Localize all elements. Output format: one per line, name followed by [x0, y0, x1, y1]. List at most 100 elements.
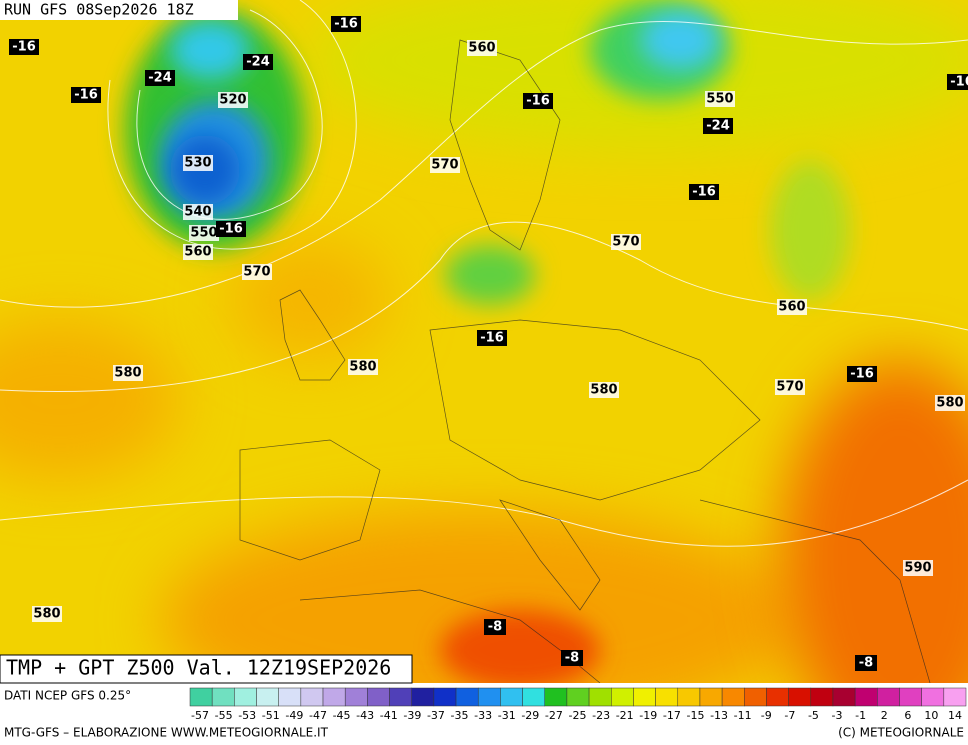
contour-label: -16 [480, 331, 504, 346]
color-swatch [522, 687, 545, 707]
color-bar-label: -13 [710, 709, 728, 722]
color-bar-label: -21 [616, 709, 634, 722]
color-bar-label: -55 [215, 709, 233, 722]
contour-label-bg [183, 244, 213, 260]
contour-label: -16 [12, 40, 36, 55]
contour-label: 550 [190, 226, 217, 241]
contour-label-bg [32, 606, 62, 622]
contour-label: -16 [692, 185, 716, 200]
contour-label-bg [145, 70, 175, 86]
contour-label-bg [467, 40, 497, 56]
color-swatch [211, 687, 235, 707]
contour-label-bg [847, 366, 877, 382]
color-bar-label: 6 [904, 709, 911, 722]
color-bar-label: -11 [734, 709, 752, 722]
color-swatch [367, 687, 390, 707]
color-swatch [810, 687, 834, 707]
contour-label-bg [242, 264, 272, 280]
contour-label: 550 [706, 92, 733, 107]
color-swatch [899, 687, 922, 707]
color-swatch [300, 687, 324, 707]
color-swatch [921, 687, 945, 707]
contour-label-bg [216, 221, 246, 237]
contour-label-bg [183, 155, 213, 171]
color-bar-label: -5 [808, 709, 819, 722]
color-swatch [477, 687, 501, 707]
contour-label: 520 [219, 93, 246, 108]
contour-label-bg [218, 92, 248, 108]
contour-label: 540 [184, 205, 211, 220]
color-bar-label: 14 [948, 709, 962, 722]
color-swatch [256, 687, 279, 707]
color-bar: -57 -55 -53 -51 -49 -47 -45 -43 -41 -39 -37 -35 -33-… [189, 687, 967, 722]
color-bar-label: -45 [333, 709, 351, 722]
color-bar-label: -47 [309, 709, 327, 722]
contour-label: -8 [488, 620, 502, 635]
color-bar-label: -1 [855, 709, 866, 722]
contour-label: 580 [114, 366, 141, 381]
contour-label: 560 [184, 245, 211, 260]
color-bar-label: -39 [403, 709, 421, 722]
color-swatch [278, 687, 302, 707]
color-swatch [633, 687, 656, 707]
color-bar-label: -35 [451, 709, 469, 722]
color-swatch [433, 687, 457, 707]
color-bar-label: -53 [238, 709, 256, 722]
contour-label-bg [589, 382, 619, 398]
contour-label-bg [183, 204, 213, 220]
contour-label: -8 [565, 651, 579, 666]
contour-label: -24 [706, 119, 730, 134]
contour-label-bg [703, 118, 733, 134]
color-bar-label: -37 [427, 709, 445, 722]
contour-label-bg [705, 91, 735, 107]
color-swatch [455, 687, 479, 707]
color-bar-label: -23 [592, 709, 610, 722]
contour-label: 580 [33, 607, 60, 622]
contour-label: 580 [936, 396, 963, 411]
color-swatch [544, 687, 568, 707]
color-swatch [322, 687, 346, 707]
color-swatch [744, 687, 767, 707]
contour-label: 580 [349, 360, 376, 375]
contour-label: 570 [243, 265, 270, 280]
contour-label: 580 [590, 383, 617, 398]
color-bar-label: -27 [545, 709, 563, 722]
contour-label: -16 [334, 17, 358, 32]
contour-label: -24 [246, 55, 270, 70]
contour-label-bg [523, 93, 553, 109]
contour-label-bg [561, 650, 583, 666]
color-bar-label: -9 [761, 709, 772, 722]
contour-label-bg [477, 330, 507, 346]
color-swatch [411, 687, 435, 707]
contour-label-bg [331, 16, 361, 32]
color-swatch [566, 687, 590, 707]
contour-label-bg [777, 299, 807, 315]
contour-label: 560 [468, 41, 495, 56]
color-swatch [788, 687, 812, 707]
run-label: RUN GFS 08Sep2026 18Z [4, 1, 194, 19]
contour-label: -16 [850, 367, 874, 382]
contour-label: -16 [526, 94, 550, 109]
contour-label: -16 [950, 75, 968, 90]
color-bar-label: -57 [191, 709, 209, 722]
color-swatch [234, 687, 257, 707]
contour-label: 530 [184, 156, 211, 171]
contour-label-bg [689, 184, 719, 200]
color-swatch [500, 687, 523, 707]
contour-label: -24 [148, 71, 172, 86]
color-bar-label: 10 [924, 709, 938, 722]
color-bar-label: -17 [663, 709, 681, 722]
contour-label-bg [113, 365, 143, 381]
color-bar-label: -51 [262, 709, 280, 722]
color-bar-label: -31 [498, 709, 516, 722]
color-swatch [721, 687, 745, 707]
color-bar-label: -7 [784, 709, 795, 722]
color-swatch [832, 687, 856, 707]
color-swatch [854, 687, 878, 707]
contour-label-bg [71, 87, 101, 103]
contour-labels: -16 -16 560 -24 -24 -16 520 -16 550 -24 -16 530 570 -… [9, 16, 968, 671]
color-swatch [943, 687, 967, 707]
contour-label-bg [9, 39, 39, 55]
color-swatch [189, 687, 213, 707]
color-bar-label: -43 [356, 709, 374, 722]
